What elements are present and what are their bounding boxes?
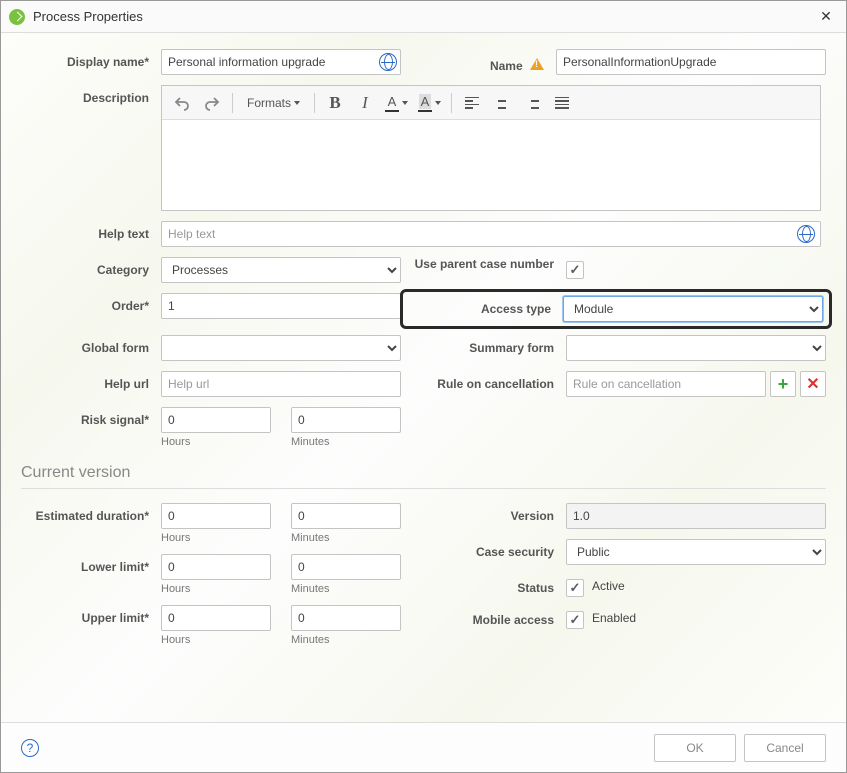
italic-button[interactable]: I bbox=[351, 90, 379, 116]
case-security-select[interactable]: Public bbox=[566, 539, 826, 565]
editor-toolbar: Formats B I A A bbox=[162, 86, 820, 120]
text-color-button[interactable]: A bbox=[381, 90, 412, 116]
order-label: Order* bbox=[21, 293, 161, 313]
status-checkbox[interactable] bbox=[566, 579, 584, 597]
access-type-select[interactable]: Module bbox=[563, 296, 823, 322]
titlebar: Process Properties ✕ bbox=[1, 1, 846, 33]
window-title: Process Properties bbox=[33, 9, 814, 24]
help-text-input[interactable] bbox=[161, 221, 821, 247]
global-form-label: Global form bbox=[21, 335, 161, 355]
mobile-access-checkbox[interactable] bbox=[566, 611, 584, 629]
align-left-button[interactable] bbox=[458, 90, 486, 116]
upper-minutes-input[interactable] bbox=[291, 605, 401, 631]
use-parent-case-label: Use parent case number bbox=[406, 257, 566, 279]
rich-text-editor: Formats B I A A bbox=[161, 85, 821, 211]
redo-button[interactable] bbox=[198, 90, 226, 116]
globe-icon[interactable] bbox=[379, 53, 397, 71]
lower-hours-input[interactable] bbox=[161, 554, 271, 580]
minutes-sublabel: Minutes bbox=[291, 436, 401, 448]
dialog-window: Process Properties ✕ Display name* Name bbox=[0, 0, 847, 773]
undo-button[interactable] bbox=[168, 90, 196, 116]
mobile-access-label: Mobile access bbox=[421, 607, 566, 627]
est-minutes-input[interactable] bbox=[291, 503, 401, 529]
risk-signal-label: Risk signal* bbox=[21, 407, 161, 427]
editor-body[interactable] bbox=[162, 120, 820, 210]
align-center-button[interactable] bbox=[488, 90, 516, 116]
lower-minutes-input[interactable] bbox=[291, 554, 401, 580]
footer: ? OK Cancel bbox=[1, 722, 846, 772]
align-right-button[interactable] bbox=[518, 90, 546, 116]
description-label: Description bbox=[21, 85, 161, 105]
content-area: Display name* Name Description bbox=[1, 33, 846, 722]
status-text: Active bbox=[592, 579, 625, 593]
version-label: Version bbox=[421, 503, 566, 523]
summary-form-label: Summary form bbox=[406, 335, 566, 361]
close-button[interactable]: ✕ bbox=[814, 5, 838, 29]
case-security-label: Case security bbox=[421, 539, 566, 559]
ok-button[interactable]: OK bbox=[654, 734, 736, 762]
name-label: Name bbox=[406, 52, 556, 73]
upper-limit-label: Upper limit* bbox=[21, 605, 161, 625]
display-name-input[interactable] bbox=[161, 49, 401, 75]
est-hours-input[interactable] bbox=[161, 503, 271, 529]
app-icon bbox=[9, 9, 25, 25]
help-url-label: Help url bbox=[21, 371, 161, 391]
help-url-input[interactable] bbox=[161, 371, 401, 397]
lower-limit-label: Lower limit* bbox=[21, 554, 161, 574]
order-input[interactable] bbox=[161, 293, 401, 319]
summary-form-select[interactable] bbox=[566, 335, 826, 361]
use-parent-case-checkbox[interactable] bbox=[566, 261, 584, 279]
risk-minutes-input[interactable] bbox=[291, 407, 401, 433]
estimated-duration-label: Estimated duration* bbox=[21, 503, 161, 523]
name-input[interactable] bbox=[556, 49, 826, 75]
rule-cancellation-input[interactable] bbox=[566, 371, 766, 397]
globe-icon[interactable] bbox=[797, 225, 815, 243]
global-form-select[interactable] bbox=[161, 335, 401, 361]
display-name-label: Display name* bbox=[21, 49, 161, 69]
category-select[interactable]: Processes bbox=[161, 257, 401, 283]
bold-button[interactable]: B bbox=[321, 90, 349, 116]
help-button[interactable]: ? bbox=[21, 739, 39, 757]
category-label: Category bbox=[21, 257, 161, 277]
help-text-label: Help text bbox=[21, 221, 161, 241]
section-divider bbox=[21, 488, 826, 489]
cancel-button[interactable]: Cancel bbox=[744, 734, 826, 762]
add-rule-button[interactable]: + bbox=[770, 371, 796, 397]
remove-rule-button[interactable]: ✕ bbox=[800, 371, 826, 397]
status-label: Status bbox=[421, 575, 566, 595]
current-version-heading: Current version bbox=[21, 464, 826, 482]
formats-dropdown[interactable]: Formats bbox=[239, 90, 308, 116]
rule-cancellation-label: Rule on cancellation bbox=[406, 371, 566, 397]
align-justify-button[interactable] bbox=[548, 90, 576, 116]
risk-hours-input[interactable] bbox=[161, 407, 271, 433]
mobile-access-text: Enabled bbox=[592, 611, 636, 625]
access-type-label: Access type bbox=[409, 296, 563, 322]
hours-sublabel: Hours bbox=[161, 436, 271, 448]
upper-hours-input[interactable] bbox=[161, 605, 271, 631]
version-input bbox=[566, 503, 826, 529]
warning-icon bbox=[530, 58, 544, 70]
highlight-color-button[interactable]: A bbox=[414, 90, 445, 116]
